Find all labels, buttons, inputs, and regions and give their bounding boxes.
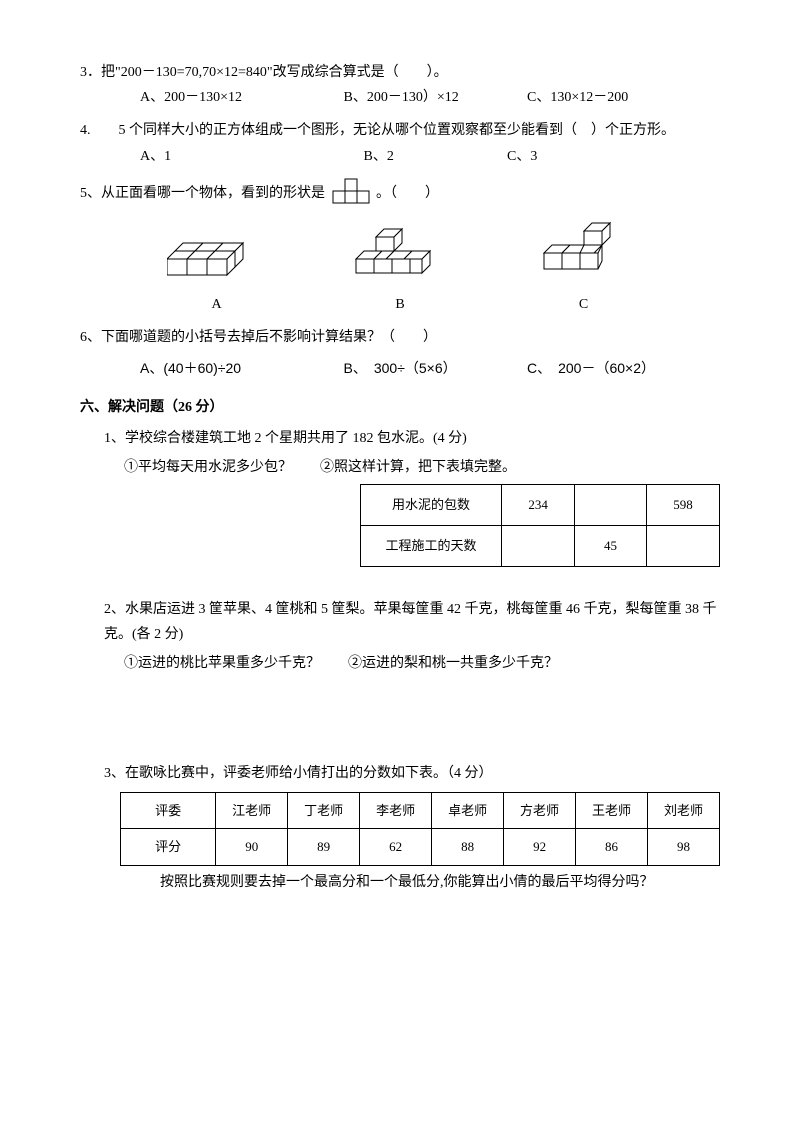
problem-2: 2、水果店运进 3 筐苹果、4 筐桃和 5 筐梨。苹果每筐重 42 千克，桃每筐… — [104, 597, 720, 647]
cell: 90 — [216, 829, 288, 865]
question-4: 4. 5 个同样大小的正方体组成一个图形，无论从哪个位置观察都至少能看到（ ）个… — [80, 118, 720, 168]
cube-labels: A B C — [80, 292, 720, 317]
q5-label-a: A — [127, 292, 307, 317]
cube-option-b-icon — [350, 225, 450, 288]
cell: 江老师 — [216, 792, 288, 828]
cell: 评分 — [121, 829, 216, 865]
table-row: 用水泥的包数 234 598 — [361, 485, 720, 526]
cell: 45 — [575, 526, 647, 567]
q3-text: 3．把"200－130=70,70×12=840"改写成综合算式是（ ）。 — [80, 60, 720, 85]
q5-label-c: C — [494, 292, 674, 317]
q4-text: 4. 5 个同样大小的正方体组成一个图形，无论从哪个位置观察都至少能看到（ ）个… — [80, 118, 720, 143]
q4-opt-a: A、1 — [140, 144, 360, 169]
cell: 王老师 — [576, 792, 648, 828]
q5-label-b: B — [310, 292, 490, 317]
cell: 方老师 — [504, 792, 576, 828]
cell: 98 — [648, 829, 720, 865]
cell — [647, 526, 720, 567]
q3-opt-a: A、200－130×12 — [140, 85, 340, 110]
q4-opt-c: C、3 — [507, 144, 537, 169]
section-6-title: 六、解决问题（26 分） — [80, 395, 720, 420]
cube-options-row — [80, 221, 720, 288]
q6-opt-c: C、 200－（60×2） — [527, 356, 655, 381]
cell: 李老师 — [360, 792, 432, 828]
row-label: 工程施工的天数 — [361, 526, 502, 567]
cement-table: 用水泥的包数 234 598 工程施工的天数 45 — [360, 484, 720, 567]
cube-option-a-icon — [167, 229, 267, 288]
cell — [502, 526, 575, 567]
row-label: 用水泥的包数 — [361, 485, 502, 526]
q3-opt-c: C、130×12－200 — [527, 85, 687, 110]
t-shape-icon — [329, 177, 373, 211]
cell: 92 — [504, 829, 576, 865]
question-6: 6、下面哪道题的小括号去掉后不影响计算结果？（ ） A、(40＋60)÷20 B… — [80, 325, 720, 382]
cell: 评委 — [121, 792, 216, 828]
table-row: 评分 90 89 62 88 92 86 98 — [121, 829, 720, 865]
q6-opt-b: B、 300÷（5×6） — [344, 356, 524, 381]
q5-prefix: 5、从正面看哪一个物体，看到的形状是 — [80, 186, 325, 201]
cube-option-c-icon — [534, 221, 634, 288]
table-row: 工程施工的天数 45 — [361, 526, 720, 567]
cell: 234 — [502, 485, 575, 526]
cell: 62 — [360, 829, 432, 865]
question-3: 3．把"200－130=70,70×12=840"改写成综合算式是（ ）。 A、… — [80, 60, 720, 110]
cell: 丁老师 — [288, 792, 360, 828]
problem-3-note: 按照比赛规则要去掉一个最高分和一个最低分,你能算出小倩的最后平均得分吗？ — [160, 870, 720, 895]
problem-1-sub: ①平均每天用水泥多少包？ ②照这样计算，把下表填完整。 — [124, 455, 720, 480]
cell: 598 — [647, 485, 720, 526]
cell: 卓老师 — [432, 792, 504, 828]
cell — [575, 485, 647, 526]
cell: 88 — [432, 829, 504, 865]
problem-2-sub: ①运进的桃比苹果重多少千克？ ②运进的梨和桃一共重多少千克？ — [124, 651, 720, 676]
q5-suffix: 。（ ） — [376, 186, 439, 201]
cell: 89 — [288, 829, 360, 865]
problem-3: 3、在歌咏比赛中，评委老师给小倩打出的分数如下表。（4 分） — [104, 761, 720, 786]
q4-options: A、1 B、2 C、3 — [140, 144, 720, 169]
q3-opt-b: B、200－130）×12 — [344, 85, 524, 110]
q6-options: A、(40＋60)÷20 B、 300÷（5×6） C、 200－（60×2） — [140, 356, 720, 382]
q6-text: 6、下面哪道题的小括号去掉后不影响计算结果？（ ） — [80, 325, 720, 350]
q3-options: A、200－130×12 B、200－130）×12 C、130×12－200 — [140, 85, 720, 110]
cell: 刘老师 — [648, 792, 720, 828]
cell: 86 — [576, 829, 648, 865]
q6-opt-a: A、(40＋60)÷20 — [140, 356, 340, 381]
problem-1: 1、学校综合楼建筑工地 2 个星期共用了 182 包水泥。(4 分) — [104, 426, 720, 451]
question-5: 5、从正面看哪一个物体，看到的形状是 。（ ） — [80, 177, 720, 317]
q4-opt-b: B、2 — [364, 144, 504, 169]
table-row: 评委 江老师 丁老师 李老师 卓老师 方老师 王老师 刘老师 — [121, 792, 720, 828]
score-table: 评委 江老师 丁老师 李老师 卓老师 方老师 王老师 刘老师 评分 90 89 … — [120, 792, 720, 866]
